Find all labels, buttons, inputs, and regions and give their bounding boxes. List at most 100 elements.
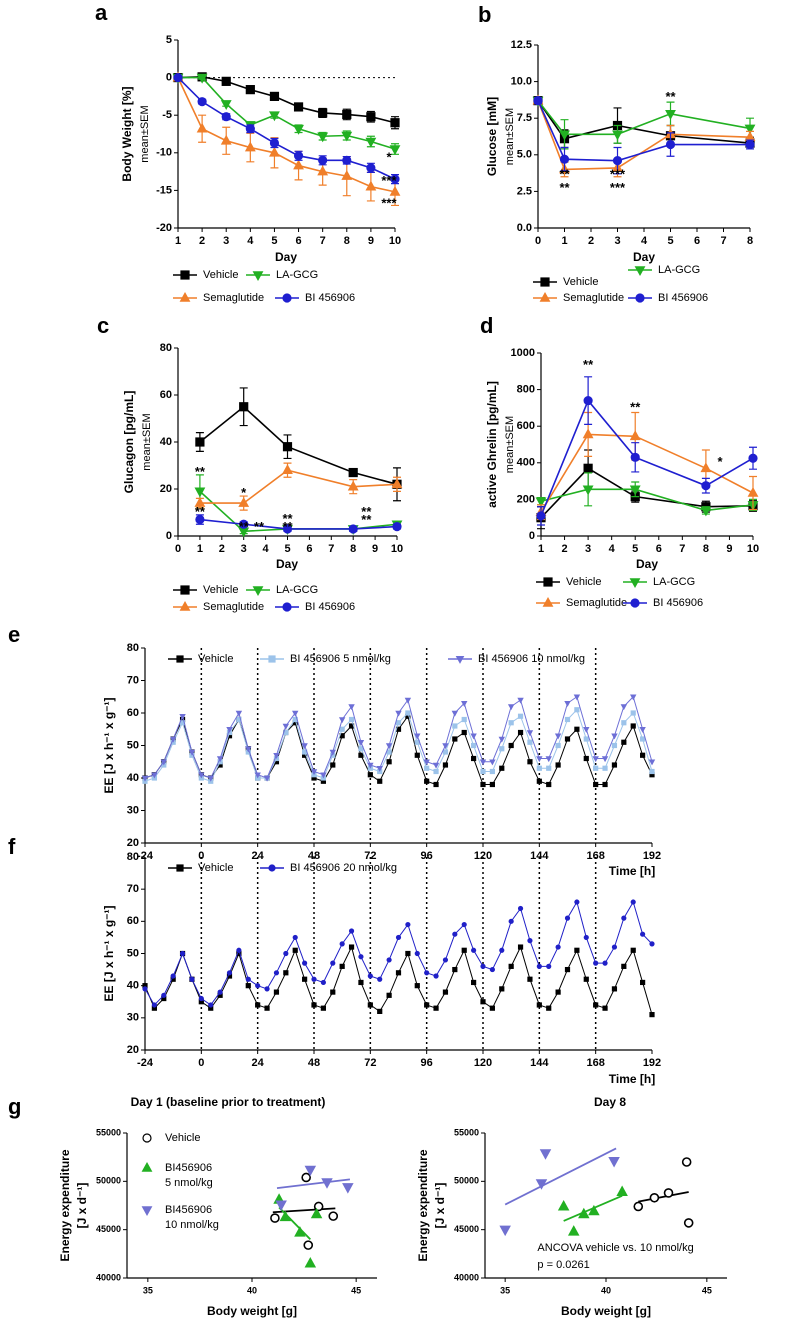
marker — [683, 1218, 694, 1228]
x-tick-label: 96 — [421, 850, 433, 862]
marker — [593, 765, 599, 771]
marker — [366, 163, 376, 173]
marker — [254, 772, 261, 779]
marker — [273, 753, 280, 759]
y-tick-label: 60 — [127, 915, 139, 927]
marker — [263, 775, 271, 782]
x-tick-label: 8 — [344, 235, 350, 247]
marker — [630, 598, 640, 608]
marker — [198, 995, 204, 1002]
marker — [423, 759, 430, 766]
x-tick-label: 45 — [702, 1285, 712, 1295]
marker — [543, 577, 553, 587]
marker — [217, 989, 223, 995]
marker — [630, 710, 636, 716]
marker — [347, 480, 359, 491]
panel-letter: d — [480, 313, 493, 338]
marker — [414, 733, 421, 740]
marker — [564, 736, 571, 742]
panel-letter: b — [478, 2, 491, 27]
marker — [239, 402, 249, 412]
x-tick-label: 192 — [643, 850, 661, 862]
marker — [292, 947, 298, 953]
marker — [517, 729, 524, 736]
y-axis-label: Glucagon [pg/mL] — [122, 391, 136, 494]
marker — [320, 979, 326, 986]
marker — [310, 1207, 323, 1219]
marker — [611, 944, 618, 950]
marker — [304, 1257, 317, 1268]
marker — [461, 716, 467, 723]
x-tick-label: 35 — [500, 1285, 510, 1295]
series-line — [144, 715, 653, 786]
legend-label: BI456906 10 nmol/kg — [165, 1204, 219, 1231]
legend-label: BI 456906 — [653, 597, 703, 609]
x-tick-label: 0 — [535, 235, 541, 247]
marker — [554, 733, 562, 740]
x-tick-label: 6 — [656, 543, 662, 555]
marker — [194, 497, 206, 507]
y-axis-label: active Ghrelin [pg/mL] — [485, 381, 499, 508]
legend-label: LA-GCG — [276, 269, 318, 281]
marker — [573, 694, 581, 701]
marker — [367, 762, 374, 769]
marker — [302, 960, 308, 966]
marker — [629, 430, 641, 441]
fit-line — [504, 1147, 617, 1206]
marker — [633, 1201, 644, 1212]
y-axis-sublabel: mean±SEM — [504, 108, 516, 165]
marker — [567, 1225, 580, 1236]
marker — [574, 947, 580, 953]
marker — [489, 1005, 495, 1011]
marker — [264, 1005, 270, 1011]
x-tick-label: 35 — [143, 1285, 153, 1295]
marker — [663, 1188, 674, 1198]
marker — [582, 428, 594, 439]
marker — [293, 124, 304, 135]
x-tick-label: 3 — [585, 543, 591, 555]
marker — [639, 727, 646, 733]
marker — [508, 918, 514, 924]
x-tick-label: 1 — [561, 235, 567, 247]
legend-label: Semaglutide — [203, 292, 264, 304]
marker — [377, 976, 383, 982]
x-tick-label: 3 — [223, 235, 229, 247]
marker — [275, 1200, 287, 1211]
marker — [342, 155, 352, 165]
marker — [197, 97, 207, 107]
marker — [367, 772, 373, 778]
marker — [574, 899, 580, 905]
series-line — [537, 100, 751, 136]
marker — [414, 950, 420, 957]
y-tick-label: 40000 — [96, 1272, 121, 1282]
y-tick-label: 50 — [127, 947, 139, 959]
marker — [386, 992, 392, 998]
marker — [348, 944, 355, 950]
marker — [386, 957, 392, 963]
marker — [151, 1002, 157, 1008]
y-tick-label: 5 — [166, 34, 172, 46]
marker — [338, 717, 346, 724]
marker — [621, 720, 627, 726]
x-tick-label: 4 — [247, 235, 254, 247]
marker — [630, 723, 636, 729]
chart-title: Day 8 — [594, 1095, 626, 1109]
marker — [539, 1149, 552, 1160]
marker — [583, 736, 589, 742]
x-tick-label: 5 — [284, 543, 290, 555]
x-tick-label: 40 — [601, 1285, 611, 1295]
fit-line — [278, 1206, 311, 1240]
marker — [180, 270, 190, 280]
y-tick-label: 80 — [160, 342, 172, 354]
y-tick-label: 0 — [166, 72, 172, 84]
marker — [389, 145, 401, 156]
marker — [480, 999, 486, 1005]
x-tick-label: 40 — [247, 1285, 257, 1295]
annotation: ANCOVA vehicle vs. 10 nmol/kg — [537, 1242, 693, 1254]
marker — [339, 963, 345, 969]
marker — [583, 727, 590, 733]
marker — [621, 963, 627, 969]
marker — [330, 989, 336, 995]
marker — [582, 485, 594, 496]
marker — [386, 759, 392, 765]
